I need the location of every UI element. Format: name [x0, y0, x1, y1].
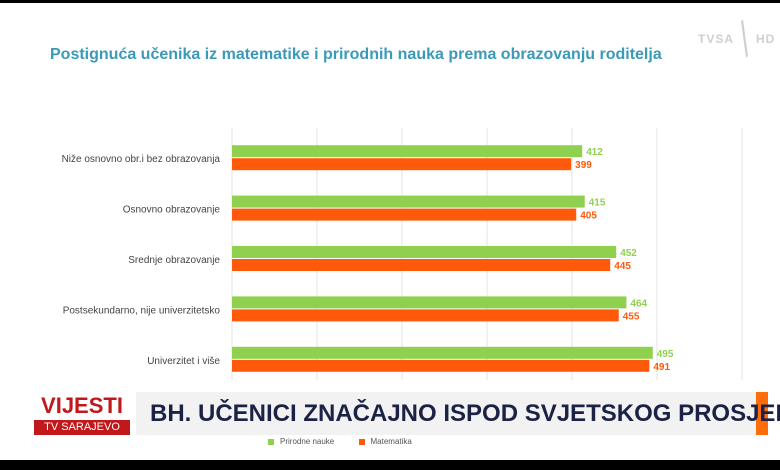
legend-swatch-matematika: [358, 438, 365, 445]
bar-prirodne: [232, 296, 627, 309]
data-label: 399: [575, 160, 592, 171]
data-label: 405: [580, 211, 597, 222]
data-label: 495: [657, 349, 674, 360]
legend-swatch-prirodne: [268, 438, 274, 445]
data-label: 445: [614, 261, 631, 272]
bar-matematika: [232, 309, 619, 322]
data-label: 415: [589, 198, 606, 209]
category-label: Srednje obrazovanje: [128, 255, 220, 266]
bar-matematika: [232, 259, 611, 271]
news-banner: [136, 392, 768, 435]
legend-item-matematika: Matematika: [358, 437, 412, 446]
logo-tvsa: TVSA: [698, 32, 735, 46]
top-border: [0, 0, 780, 3]
legend-label-matematika: Matematika: [370, 437, 412, 446]
channel-logo: TVSA ╱ HD: [698, 21, 778, 57]
program-name: VIJESTI: [34, 392, 130, 419]
data-label: 412: [586, 147, 603, 158]
bottom-border: [0, 460, 780, 470]
bar-matematika: [232, 158, 572, 171]
station-name: TV SARAJEVO: [34, 420, 130, 435]
logo-hd: HD: [756, 32, 776, 46]
data-label: 455: [623, 311, 640, 322]
bar-prirodne: [232, 145, 583, 158]
data-label: 491: [653, 362, 670, 373]
chart-legend: Prirodne nauke Matematika: [268, 437, 434, 449]
legend-item-prirodne: Prirodne nauke: [268, 437, 334, 446]
category-label: Niže osnovno obr.i bez obrazovanja: [62, 154, 221, 165]
category-label: Osnovno obrazovanje: [123, 205, 221, 216]
chart-title: Postignuća učenika iz matematike i priro…: [50, 46, 662, 63]
bar-matematika: [232, 208, 577, 221]
bar-prirodne: [232, 346, 653, 359]
category-label: Postsekundarno, nije univerzitetsko: [63, 305, 221, 316]
news-headline: BH. UČENICI ZNAČAJNO ISPOD SVJETSKOG PRO…: [150, 400, 780, 427]
data-label: 452: [620, 248, 637, 259]
data-label: 464: [630, 298, 647, 309]
category-label: Univerzitet i više: [147, 356, 220, 367]
bar-prirodne: [232, 246, 617, 258]
bar-matematika: [232, 359, 650, 372]
legend-label-prirodne: Prirodne nauke: [280, 437, 335, 446]
bar-prirodne: [232, 195, 585, 208]
